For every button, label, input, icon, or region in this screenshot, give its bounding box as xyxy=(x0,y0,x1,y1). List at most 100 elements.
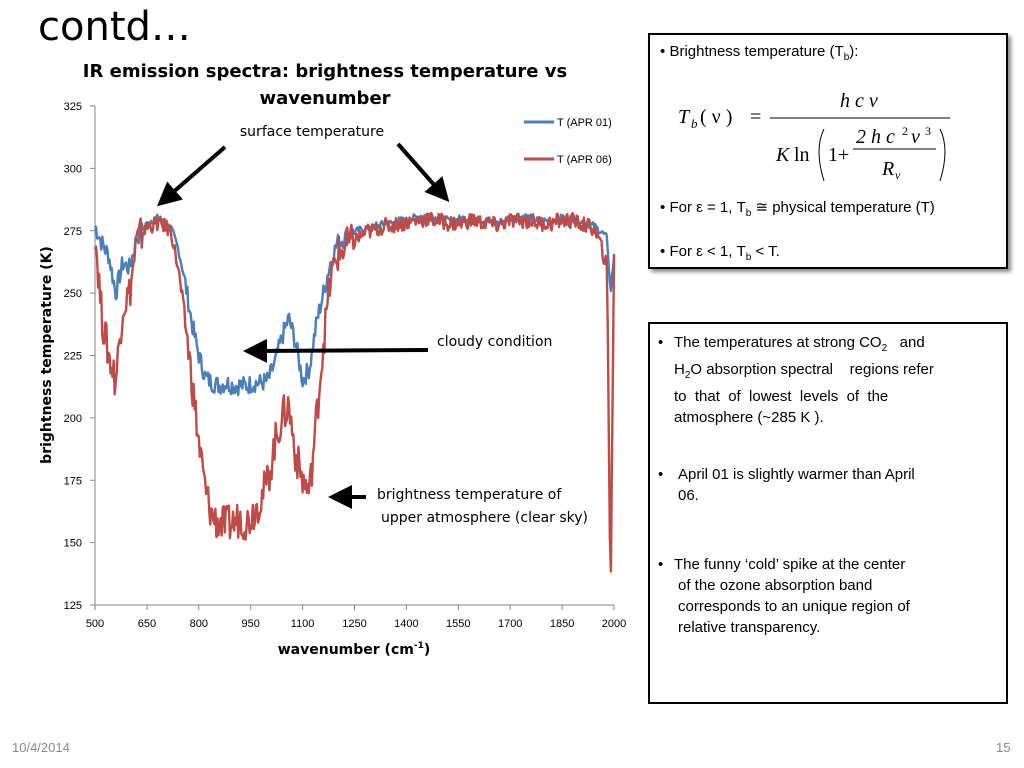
bullet: • xyxy=(660,199,666,216)
panel1-bullet1-post: ): xyxy=(849,43,859,60)
arrow-surface-left xyxy=(156,145,227,207)
brightness-temperature-chart: 125 150 175 200 225 250 275 300 325 500 650 800 950 1… xyxy=(39,101,627,658)
x-tick-label: 2000 xyxy=(602,618,626,630)
x-tick-label: 650 xyxy=(138,618,156,630)
panel2-bullet3-marker: • xyxy=(658,556,664,573)
panel1-bullet3: • For ε < 1, Tb < T. xyxy=(660,241,780,268)
x-axis-title-close: ) xyxy=(424,642,430,658)
annotation-surface-temperature: surface temperature xyxy=(240,124,384,140)
series-line-apr06 xyxy=(93,211,616,573)
y-tick-label: 250 xyxy=(64,288,82,300)
chart-title-line1: IR emission spectra: brightness temperat… xyxy=(82,61,568,82)
formula-R-sub: ν xyxy=(895,168,901,182)
planck-formula: T b ( ν ) = h c ν K ln 1+ 2 h c 2 ν 3 R … xyxy=(678,90,950,182)
formula-K: K xyxy=(775,144,791,166)
observations-panel: • The temperatures at strong CO2 and H2O… xyxy=(648,322,1008,704)
x-tick-label: 1850 xyxy=(550,618,574,630)
formula-arg: ( ν ) xyxy=(700,106,732,128)
formula-equals: = xyxy=(750,106,761,128)
formula-numerator: h c ν xyxy=(840,90,878,112)
x-tick-label: 500 xyxy=(86,618,104,630)
panel2-bullet2-line1: April 01 is slightly warmer than April xyxy=(678,466,915,483)
panel2-b1-l1-text: The temperatures at strong CO xyxy=(674,334,882,351)
panel2-bullet3: The funny ‘cold’ spike at the center of … xyxy=(674,554,994,638)
y-tick-label: 200 xyxy=(64,413,82,425)
formula-ln: ln xyxy=(794,144,810,166)
y-tick-label: 275 xyxy=(64,226,82,238)
panel2-bullet1: The temperatures at strong CO2 and H2O a… xyxy=(674,332,998,428)
panel1-bullet1-sub: b xyxy=(843,52,850,63)
panel2-bullet3-line2: of the ozone absorption band xyxy=(678,577,873,594)
x-axis-title: wavenumber (cm-1) xyxy=(278,641,431,658)
annotation-upper-atmosphere-line1: brightness temperature of xyxy=(377,487,562,503)
panel2-bullet3-line3: corresponds to an unique region of xyxy=(678,598,910,615)
panel2-bullet1-line4: atmosphere (~285 K ). xyxy=(674,409,824,426)
panel1-bullet1-text: Brightness temperature (T xyxy=(669,43,844,60)
arrow-cloudy-condition xyxy=(243,338,429,363)
annotation-upper-atmosphere-line2: upper atmosphere (clear sky) xyxy=(381,510,588,526)
panel2-b1-l1-sub: 2 xyxy=(881,343,888,354)
panel1-bullet3-text: For ε < 1, T xyxy=(669,243,746,260)
legend-label-apr06: T (APR 06) xyxy=(557,154,612,166)
x-tick-label: 1100 xyxy=(291,618,315,630)
chart-tick-labels: 125 150 175 200 225 250 275 300 325 500 650 800 950 1… xyxy=(64,101,627,630)
panel1-bullet3-post: < T. xyxy=(751,243,780,260)
panel2-b1-l2-text: H xyxy=(674,361,685,378)
panel2-bullet2-line2: 06. xyxy=(678,487,699,504)
formula-inner-nu: ν xyxy=(911,126,920,148)
panel2-bullet1-line2: H2O absorption spectral regions refer xyxy=(674,359,998,386)
formula-inner-numerator: 2 h c xyxy=(856,126,895,148)
slide-title: contd… xyxy=(38,4,191,50)
footer-page-number: 15 xyxy=(996,740,1011,755)
panel2-bullet3-line1: The funny ‘cold’ spike at the center xyxy=(674,556,906,573)
x-tick-label: 1400 xyxy=(394,618,418,630)
x-tick-label: 950 xyxy=(242,618,260,630)
bullet: • xyxy=(660,43,666,60)
y-tick-label: 125 xyxy=(64,600,82,612)
x-tick-label: 1250 xyxy=(342,618,366,630)
bullet: • xyxy=(660,243,666,260)
brightness-temperature-panel: • Brightness temperature (Tb): T b ( ν )… xyxy=(648,33,1008,269)
panel1-bullet2-sub: b xyxy=(745,208,752,219)
panel1-bullet3-sub: b xyxy=(745,252,752,263)
panel2-bullet1-marker: • xyxy=(658,334,664,351)
x-axis-title-main: wavenumber (cm xyxy=(278,642,414,658)
formula-T-sub: b xyxy=(691,116,698,131)
panel1-bullet2-text: For ε = 1, T xyxy=(669,199,746,216)
panel2-bullet3-line4: relative transparency. xyxy=(678,619,821,636)
x-axis-title-sup: -1 xyxy=(414,641,424,651)
x-tick-label: 1700 xyxy=(498,618,522,630)
panel1-bullet2-post: ≅ physical temperature (T) xyxy=(751,199,935,216)
y-tick-label: 225 xyxy=(64,351,82,363)
x-tick-label: 800 xyxy=(190,618,208,630)
legend-label-apr01: T (APR 01) xyxy=(557,117,612,129)
y-tick-label: 300 xyxy=(64,163,82,175)
formula-inner-sup2: 3 xyxy=(925,124,931,138)
formula-T: T xyxy=(678,106,691,128)
panel1-bullet1: • Brightness temperature (Tb): xyxy=(660,41,858,68)
panel2-bullet2-marker: • xyxy=(658,466,664,483)
formula-left-paren xyxy=(818,128,825,182)
panel2-bullet1-line1: The temperatures at strong CO2 and xyxy=(674,332,998,359)
chart-axes xyxy=(90,105,615,610)
y-tick-label: 325 xyxy=(64,101,82,113)
y-tick-label: 175 xyxy=(64,475,82,487)
chart-series-lines xyxy=(93,211,616,573)
panel2-b1-l2-post: O absorption spectral regions refer xyxy=(690,361,934,378)
x-tick-label: 1550 xyxy=(446,618,470,630)
formula-R: R xyxy=(881,158,894,180)
panel1-bullet2: • For ε = 1, Tb ≅ physical temperature (… xyxy=(660,197,935,224)
panel2-bullet2: April 01 is slightly warmer than April 0… xyxy=(678,464,998,506)
formula-right-paren xyxy=(939,128,946,182)
formula-inner-sup1: 2 xyxy=(902,124,908,138)
footer-date: 10/4/2014 xyxy=(12,740,70,755)
panel2-b1-l2-sub: 2 xyxy=(684,370,691,381)
y-axis-title: brightness temperature (K) xyxy=(39,246,55,464)
arrow-surface-right xyxy=(396,142,450,202)
annotation-cloudy-condition: cloudy condition xyxy=(437,334,552,350)
panel2-b1-l1-post: and xyxy=(887,334,925,351)
chart-title: IR emission spectra: brightness temperat… xyxy=(80,58,570,112)
chart-title-line2: wavenumber xyxy=(259,88,391,109)
y-tick-label: 150 xyxy=(64,538,82,550)
formula-one-plus: 1+ xyxy=(828,144,849,166)
